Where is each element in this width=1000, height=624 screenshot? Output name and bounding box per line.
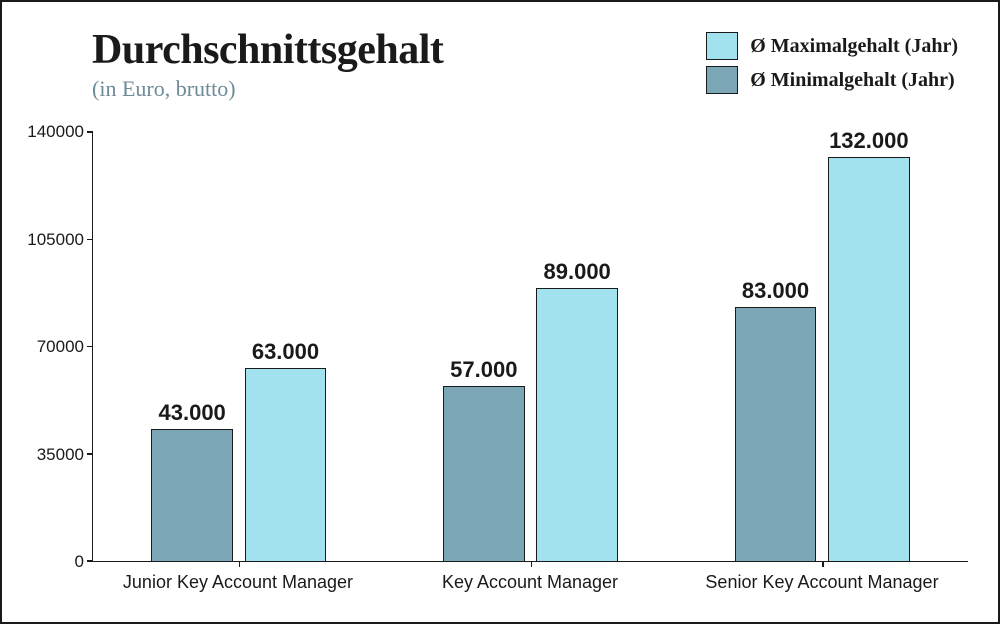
bar-value-label: 132.000 bbox=[829, 128, 909, 154]
x-axis-label: Senior Key Account Manager bbox=[676, 562, 968, 602]
legend: Ø Maximalgehalt (Jahr) Ø Minimalgehalt (J… bbox=[706, 32, 958, 94]
legend-swatch bbox=[706, 66, 738, 94]
bar-group: 43.00063.000 bbox=[93, 132, 385, 561]
bar: 43.000 bbox=[151, 429, 233, 561]
y-tick-label: 35000 bbox=[37, 445, 84, 465]
bar-value-label: 89.000 bbox=[537, 259, 617, 285]
chart-title: Durchschnittsgehalt bbox=[92, 26, 443, 74]
y-tick-label: 0 bbox=[75, 552, 84, 572]
y-tick-mark bbox=[87, 131, 93, 133]
plot-area: 43.00063.00057.00089.00083.000132.000 bbox=[92, 132, 968, 562]
y-tick-mark bbox=[87, 453, 93, 455]
legend-label: Ø Maximalgehalt (Jahr) bbox=[750, 35, 958, 58]
title-block: Durchschnittsgehalt (in Euro, brutto) bbox=[92, 26, 443, 102]
legend-swatch bbox=[706, 32, 738, 60]
x-axis-label: Junior Key Account Manager bbox=[92, 562, 384, 602]
y-tick-label: 70000 bbox=[37, 337, 84, 357]
legend-item: Ø Minimalgehalt (Jahr) bbox=[706, 66, 958, 94]
y-tick-mark bbox=[87, 239, 93, 241]
bar: 89.000 bbox=[536, 288, 618, 561]
legend-label: Ø Minimalgehalt (Jahr) bbox=[750, 69, 954, 92]
chart-area: 03500070000105000140000 43.00063.00057.0… bbox=[22, 132, 968, 602]
y-tick-label: 140000 bbox=[27, 122, 84, 142]
bar: 83.000 bbox=[735, 307, 817, 561]
bar-value-label: 57.000 bbox=[444, 357, 524, 383]
bar-group: 83.000132.000 bbox=[676, 132, 968, 561]
bar-value-label: 63.000 bbox=[246, 339, 326, 365]
x-axis-label: Key Account Manager bbox=[384, 562, 676, 602]
bar: 63.000 bbox=[245, 368, 327, 561]
bar-value-label: 83.000 bbox=[736, 278, 816, 304]
y-axis: 03500070000105000140000 bbox=[22, 132, 92, 562]
x-axis-labels: Junior Key Account ManagerKey Account Ma… bbox=[92, 562, 968, 602]
y-tick-mark bbox=[87, 346, 93, 348]
legend-item: Ø Maximalgehalt (Jahr) bbox=[706, 32, 958, 60]
bar: 57.000 bbox=[443, 386, 525, 561]
header: Durchschnittsgehalt (in Euro, brutto) Ø … bbox=[92, 26, 958, 102]
chart-subtitle: (in Euro, brutto) bbox=[92, 76, 443, 102]
bar-groups: 43.00063.00057.00089.00083.000132.000 bbox=[93, 132, 968, 561]
y-tick-label: 105000 bbox=[27, 230, 84, 250]
bar-value-label: 43.000 bbox=[152, 400, 232, 426]
chart-frame: Durchschnittsgehalt (in Euro, brutto) Ø … bbox=[0, 0, 1000, 624]
bar-group: 57.00089.000 bbox=[385, 132, 677, 561]
bar: 132.000 bbox=[828, 157, 910, 561]
